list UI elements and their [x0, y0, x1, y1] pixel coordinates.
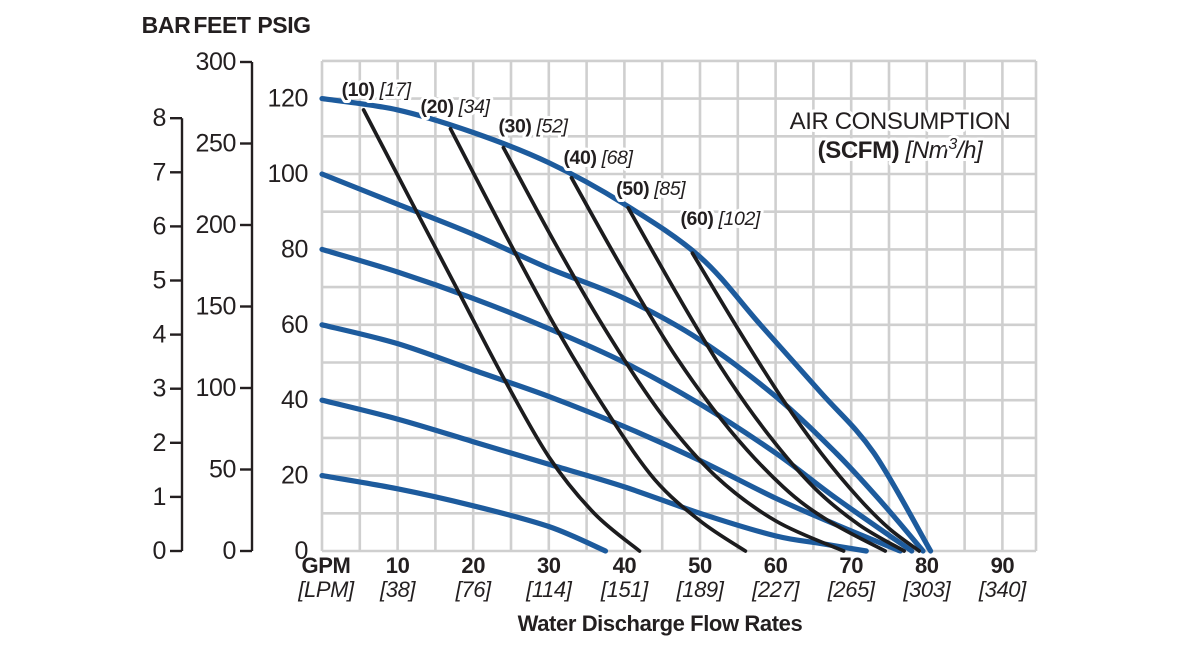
plot-grid — [320, 59, 1038, 553]
svg-text:[151]: [151] — [600, 577, 649, 602]
svg-text:(SCFM) [Nm3/h]: (SCFM) [Nm3/h] — [818, 136, 984, 164]
svg-text:[76]: [76] — [455, 577, 492, 602]
x-axis-labels: GPM[LPM] 10[38] 20[76] 30[114] 40[151] 50[189… — [297, 553, 1027, 602]
svg-text:150: 150 — [195, 293, 236, 321]
svg-text:[227]: [227] — [751, 577, 800, 602]
air-curve-label-20scfm: (20) [34] — [421, 96, 491, 118]
air-curve-label-40scfm: (40) [68] — [563, 147, 633, 169]
air-curve-label-60scfm: (60) [102] — [680, 208, 760, 230]
svg-text:7: 7 — [152, 158, 166, 186]
svg-text:0: 0 — [152, 537, 166, 565]
svg-text:[114]: [114] — [525, 577, 573, 602]
svg-text:20: 20 — [281, 462, 308, 490]
svg-text:40: 40 — [281, 386, 308, 414]
water-curve-120psig — [319, 96, 934, 554]
bar-axis — [170, 116, 184, 553]
svg-text:70: 70 — [839, 553, 863, 578]
pressure-unit-headers: BAR FEET PSIG — [142, 12, 311, 38]
svg-text:3: 3 — [152, 375, 166, 403]
air-curve-30scfm — [501, 145, 846, 553]
air-curve-10scfm — [361, 108, 642, 553]
svg-text:8: 8 — [152, 104, 166, 132]
svg-text:80: 80 — [281, 235, 308, 263]
svg-text:BAR: BAR — [142, 12, 191, 38]
svg-text:120: 120 — [267, 85, 308, 113]
svg-text:AIR CONSUMPTION: AIR CONSUMPTION — [790, 108, 1011, 135]
svg-text:[LPM]: [LPM] — [297, 577, 355, 602]
svg-text:1: 1 — [152, 483, 166, 511]
svg-text:80: 80 — [915, 553, 939, 578]
svg-text:0: 0 — [222, 537, 236, 565]
svg-text:300: 300 — [195, 48, 236, 76]
svg-text:[303]: [303] — [902, 577, 951, 602]
air-curve-label-50scfm: (50) [85] — [616, 178, 686, 200]
air-consumption-title: AIR CONSUMPTION(SCFM) [Nm3/h] — [787, 105, 1014, 167]
svg-text:60: 60 — [764, 553, 788, 578]
svg-text:5: 5 — [152, 267, 166, 295]
svg-text:4: 4 — [152, 321, 166, 349]
bar-axis-labels: 0 1 2 3 4 5 6 7 8 — [152, 104, 166, 565]
svg-text:30: 30 — [537, 553, 561, 578]
svg-text:250: 250 — [195, 130, 236, 158]
air-curve-50scfm — [626, 206, 906, 553]
psig-axis-labels: 0 20 40 60 80 100 120 — [267, 85, 308, 565]
svg-text:90: 90 — [991, 553, 1015, 578]
svg-text:[340]: [340] — [978, 577, 1027, 602]
svg-text:6: 6 — [152, 212, 166, 240]
air-curve-20scfm — [448, 126, 748, 553]
svg-text:60: 60 — [281, 311, 308, 339]
x-axis-title: Water Discharge Flow Rates — [518, 611, 803, 636]
svg-text:50: 50 — [688, 553, 712, 578]
air-curve-40scfm — [569, 175, 888, 553]
svg-text:10: 10 — [386, 553, 410, 578]
water-curve-20psig — [319, 473, 609, 554]
svg-text:0: 0 — [294, 537, 308, 565]
svg-text:[38]: [38] — [379, 577, 416, 602]
svg-text:FEET: FEET — [193, 12, 251, 38]
water-curve-60psig — [319, 322, 903, 554]
svg-text:2: 2 — [152, 429, 166, 457]
air-curve-label-30scfm: (30) [52] — [498, 116, 568, 138]
svg-text:50: 50 — [209, 456, 236, 484]
water-curve-40psig — [319, 397, 869, 554]
svg-text:40: 40 — [613, 553, 637, 578]
svg-text:PSIG: PSIG — [257, 12, 310, 38]
svg-text:20: 20 — [461, 553, 485, 578]
svg-text:[189]: [189] — [676, 577, 725, 602]
air-curve-label-10scfm: (10) [17] — [342, 79, 412, 101]
svg-text:100: 100 — [267, 160, 308, 188]
feet-axis-labels: 0 50 100 150 200 250 300 — [195, 48, 236, 565]
svg-text:[265]: [265] — [827, 577, 876, 602]
svg-text:100: 100 — [195, 374, 236, 402]
air-curve-labels: (10) [17] (20) [34] (30) [52] (40) [68] (50)… — [339, 76, 765, 233]
air-consumption-curves — [361, 108, 922, 553]
svg-text:200: 200 — [195, 211, 236, 239]
water-curve-100psig — [319, 171, 926, 554]
feet-axis — [240, 60, 254, 553]
air-curve-60scfm — [690, 251, 922, 553]
svg-text:GPM: GPM — [302, 553, 351, 578]
